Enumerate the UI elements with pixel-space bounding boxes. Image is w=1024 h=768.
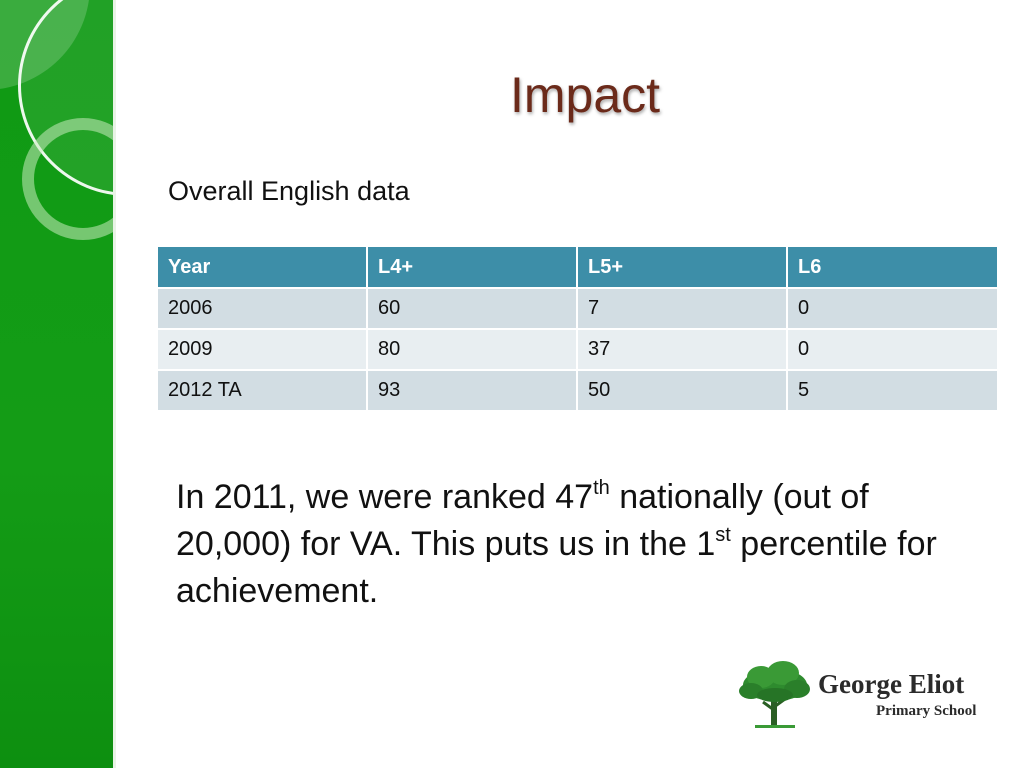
- cell-year: 2006: [158, 289, 368, 330]
- cell-l4: 80: [368, 330, 578, 371]
- table-row: 2006 60 7 0: [158, 289, 997, 330]
- cell-l5: 7: [578, 289, 788, 330]
- ranking-text-part2: nationally (out of 20,000) for VA. This …: [176, 478, 869, 563]
- table-header-row: Year L4+ L5+ L6: [158, 247, 997, 289]
- ranking-text-part1: In 2011, we were ranked 47: [176, 478, 594, 516]
- school-logo: George Eliot Primary School: [735, 655, 995, 735]
- ranking-statement: In 2011, we were ranked 47th nationally …: [176, 474, 976, 615]
- left-decor-bar: [0, 0, 113, 768]
- header-l4: L4+: [368, 247, 578, 289]
- slide-title: Impact: [509, 67, 661, 123]
- sidebar-edge: [113, 0, 116, 768]
- cell-l6: 0: [788, 289, 997, 330]
- table-row: 2012 TA 93 50 5: [158, 371, 997, 412]
- cell-year: 2009: [158, 330, 368, 371]
- header-l6: L6: [788, 247, 997, 289]
- header-year: Year: [158, 247, 368, 289]
- cell-l6: 5: [788, 371, 997, 412]
- tree-icon: [739, 661, 810, 728]
- table-row: 2009 80 37 0: [158, 330, 997, 371]
- cell-l5: 50: [578, 371, 788, 412]
- header-l5: L5+: [578, 247, 788, 289]
- cell-l4: 60: [368, 289, 578, 330]
- cell-year: 2012 TA: [158, 371, 368, 412]
- english-data-table: Year L4+ L5+ L6 2006 60 7 0 2009 80 37 0…: [158, 247, 997, 412]
- ranking-text-part3: percentile for achievement.: [176, 525, 937, 610]
- logo-school-name: George Eliot: [818, 669, 965, 699]
- logo-school-type: Primary School: [876, 703, 977, 719]
- ordinal-suffix: th: [593, 477, 610, 499]
- table-caption: Overall English data: [168, 176, 410, 206]
- cell-l6: 0: [788, 330, 997, 371]
- ordinal-suffix: st: [715, 524, 731, 546]
- cell-l4: 93: [368, 371, 578, 412]
- cell-l5: 37: [578, 330, 788, 371]
